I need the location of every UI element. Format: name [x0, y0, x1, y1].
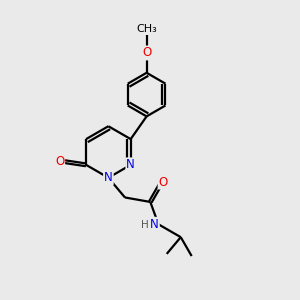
- Text: N: N: [126, 158, 135, 171]
- Text: CH₃: CH₃: [136, 24, 157, 34]
- Text: H: H: [141, 220, 148, 230]
- Text: N: N: [150, 218, 159, 231]
- Text: N: N: [104, 171, 113, 184]
- Text: O: O: [159, 176, 168, 189]
- Text: O: O: [142, 46, 151, 59]
- Text: O: O: [55, 155, 64, 168]
